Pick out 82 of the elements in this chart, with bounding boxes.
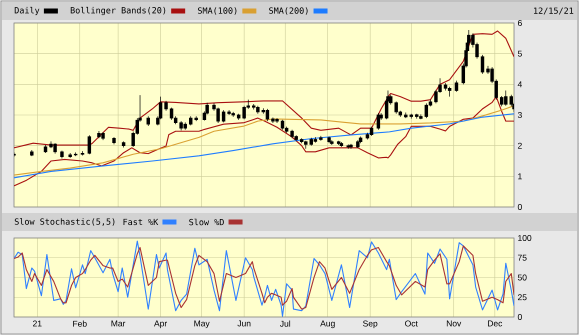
candlestick (424, 102, 428, 118)
y-tick-label: 2 (518, 142, 522, 149)
candlestick (179, 120, 183, 131)
x-tick-label: Jun (237, 320, 250, 326)
candlestick (189, 116, 192, 126)
y-tick-label: 3 (518, 112, 522, 118)
x-tick-label: Feb (73, 320, 87, 327)
candlestick (122, 141, 126, 148)
candlestick (376, 112, 380, 130)
candlestick (358, 136, 362, 144)
candlestick (97, 130, 101, 139)
candlestick (227, 110, 231, 116)
legend-label: Fast %K (124, 218, 158, 226)
candlestick (30, 150, 34, 156)
y-tick-label: 50 (518, 274, 527, 280)
candlestick (448, 86, 452, 97)
candlestick (504, 90, 508, 106)
candlestick (88, 134, 92, 155)
line-series (14, 245, 514, 310)
y-tick-label: 100 (518, 235, 532, 241)
candlestick (410, 113, 413, 120)
candlestick (310, 137, 313, 146)
candlestick (256, 105, 260, 114)
x-tick-label: Mar (112, 320, 126, 326)
candlestick (327, 136, 331, 144)
candlestick (415, 113, 418, 120)
candlestick (340, 142, 344, 148)
line-series (14, 240, 514, 317)
candlestick (170, 107, 174, 120)
candlestick (53, 142, 57, 154)
x-tick-label: Apr (154, 320, 168, 328)
y-tick-label: 25 (518, 294, 527, 300)
candlestick (275, 118, 279, 124)
x-tick-label: Dec (488, 320, 502, 326)
x-tick-label: Sep (363, 320, 378, 328)
candlestick (454, 80, 458, 92)
candlestick (112, 136, 116, 145)
legend-label: SMA(200) (269, 7, 308, 15)
legend-label: Daily (14, 6, 40, 16)
candlestick (356, 140, 360, 148)
y-tick-label: 1 (518, 173, 522, 180)
y-tick-label: 0 (518, 204, 522, 210)
legend-label: Slow %D (189, 218, 224, 226)
candlestick (404, 112, 408, 118)
x-tick-label: Nov (446, 320, 462, 326)
candlestick (216, 107, 220, 124)
candlestick (349, 143, 353, 150)
y-tick-label: 0 (518, 314, 522, 320)
candlestick (164, 100, 168, 112)
x-tick-label: Jul (280, 320, 290, 327)
x-tick-label: 21 (33, 320, 42, 326)
candlestick (319, 136, 323, 142)
candlestick (314, 136, 318, 143)
candlestick (236, 113, 240, 120)
x-tick-label: May (194, 320, 210, 328)
chart-title: Slow Stochastic(5,5) (14, 218, 114, 226)
candlestick (231, 112, 235, 118)
candlestick (370, 126, 374, 136)
candlestick (184, 122, 187, 130)
candlestick (266, 108, 270, 122)
y-tick-label: 6 (518, 20, 522, 26)
candlestick (101, 132, 105, 140)
candlestick (419, 114, 423, 120)
y-tick-label: 75 (518, 254, 527, 261)
legend-label: SMA(100) (198, 7, 236, 15)
candlestick (304, 140, 308, 150)
x-tick-label: Oct (405, 320, 418, 327)
candlestick (194, 116, 198, 122)
candlestick (60, 150, 64, 159)
candlestick (44, 144, 48, 154)
y-tick-label: 5 (518, 50, 522, 57)
candlestick (222, 110, 226, 123)
candlestick (330, 140, 334, 146)
x-tick-label: Aug (320, 320, 335, 328)
text: 12/15/21 (534, 7, 574, 15)
candlestick (290, 129, 294, 139)
legend-label: Bollinger Bands(20) (70, 6, 166, 16)
y-tick-label: 4 (518, 81, 522, 88)
candlestick (146, 116, 150, 126)
candlestick (271, 117, 275, 124)
candlestick (68, 152, 72, 158)
candlestick (394, 101, 398, 114)
